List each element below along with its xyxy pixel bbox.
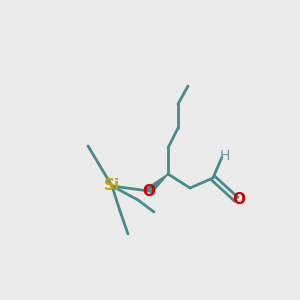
Text: Si: Si: [104, 178, 120, 194]
Text: O: O: [142, 184, 155, 199]
Text: O: O: [232, 191, 245, 206]
Polygon shape: [147, 174, 168, 194]
Text: H: H: [220, 149, 230, 163]
